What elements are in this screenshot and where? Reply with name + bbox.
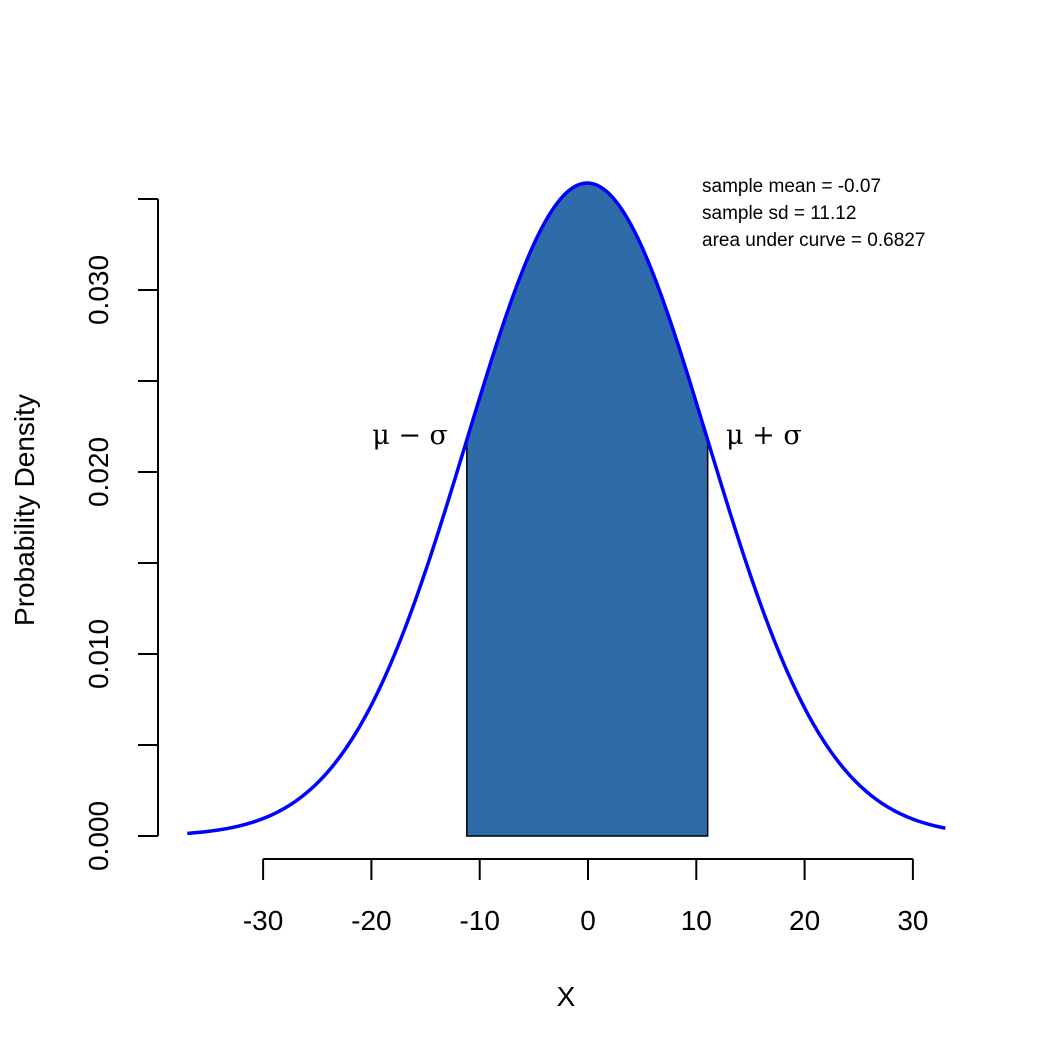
x-tick-label: 20 (789, 905, 820, 936)
mu-plus-sigma-label: μ + σ (726, 420, 802, 451)
shaded-area-one-sigma (466, 182, 709, 837)
x-tick-label: -10 (459, 905, 499, 936)
y-axis-title: Probability Density (9, 394, 40, 626)
x-tick-label: -20 (351, 905, 391, 936)
x-axis: -30 -20 -10 0 10 20 30 (243, 858, 928, 936)
x-tick-label: -30 (243, 905, 283, 936)
y-tick-label: 0.010 (83, 619, 114, 689)
y-tick-label: 0.020 (83, 437, 114, 507)
annotation-sample-sd: sample sd = 11.12 (702, 203, 856, 224)
x-tick-label: 30 (897, 905, 928, 936)
x-tick-label: 0 (580, 905, 596, 936)
density-curve (187, 181, 946, 836)
annotation-area-under-curve: area under curve = 0.6827 (702, 230, 925, 251)
y-axis: 0.000 0.010 0.020 0.030 (83, 198, 159, 871)
x-tick-label: 10 (681, 905, 712, 936)
x-axis-title: X (557, 981, 576, 1012)
annotation-sample-mean: sample mean = -0.07 (702, 176, 881, 197)
y-tick-label: 0.030 (83, 255, 114, 325)
y-tick-label: 0.000 (83, 801, 114, 871)
mu-minus-sigma-label: μ − σ (372, 420, 448, 451)
